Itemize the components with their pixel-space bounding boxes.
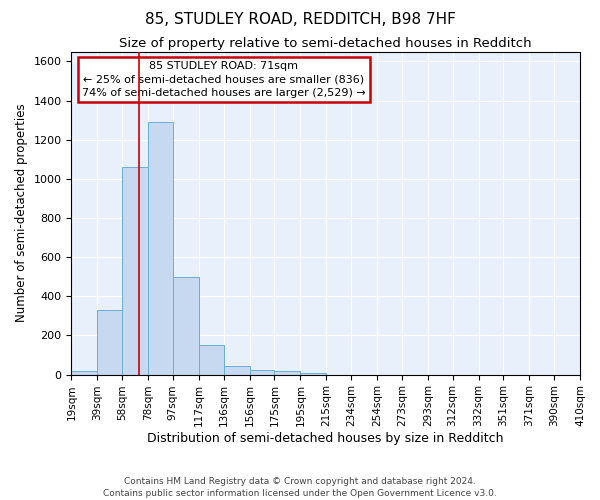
Text: Contains HM Land Registry data © Crown copyright and database right 2024.
Contai: Contains HM Land Registry data © Crown c… [103,476,497,498]
Bar [173,276,199,374]
X-axis label: Distribution of semi-detached houses by size in Redditch: Distribution of semi-detached houses by … [148,432,504,445]
Text: 85, STUDLEY ROAD, REDDITCH, B98 7HF: 85, STUDLEY ROAD, REDDITCH, B98 7HF [145,12,455,28]
Bar [148,122,173,374]
Bar [224,366,250,374]
Text: 85 STUDLEY ROAD: 71sqm
← 25% of semi-detached houses are smaller (836)
74% of se: 85 STUDLEY ROAD: 71sqm ← 25% of semi-det… [82,62,366,98]
Bar [97,310,122,374]
Bar [199,345,224,374]
Y-axis label: Number of semi-detached properties: Number of semi-detached properties [15,104,28,322]
Title: Size of property relative to semi-detached houses in Redditch: Size of property relative to semi-detach… [119,38,532,51]
Bar [301,372,326,374]
Bar [250,370,274,374]
Bar [122,167,148,374]
Bar [274,370,301,374]
Bar [71,370,97,374]
